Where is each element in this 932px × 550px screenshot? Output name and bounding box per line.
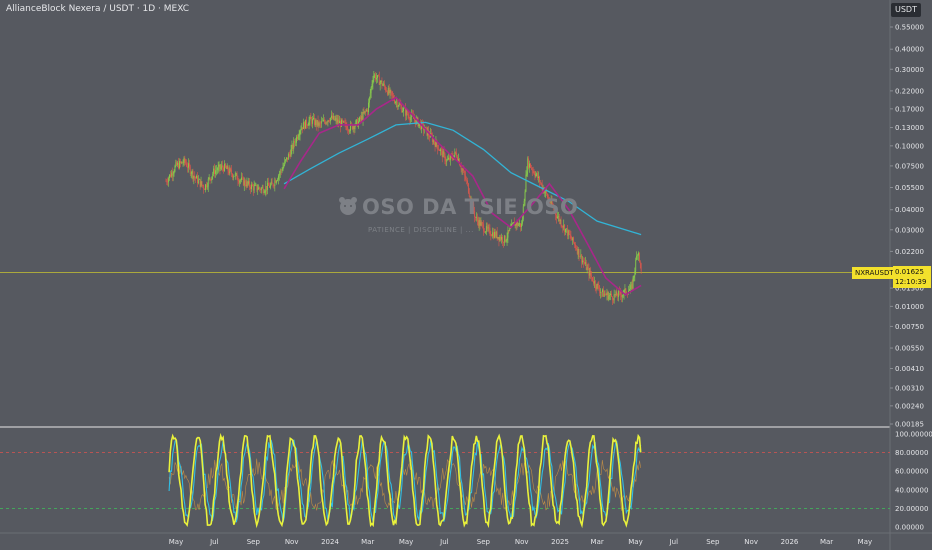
time-tick-label: 2024 <box>321 538 339 546</box>
symbol-badge: NXRAUSDT <box>852 267 897 279</box>
oscillator-k-line <box>168 432 642 529</box>
price-tick-label: 0.04000 <box>895 206 924 214</box>
oscillator-axis: 100.00000 80.00000 60.00000 40.00000 20.0000… <box>895 431 932 532</box>
time-tick-label: May <box>858 538 872 546</box>
last-price: 0.01625 <box>895 268 924 276</box>
watermark-text: OSO DA TSIE OSO <box>362 195 579 219</box>
time-tick-label: Nov <box>515 538 529 546</box>
time-tick-label: 2026 <box>781 538 799 546</box>
price-tick-label: 0.07500 <box>895 162 924 170</box>
unit-badge[interactable]: USDT <box>891 3 921 17</box>
time-tick-label: Jul <box>439 538 449 546</box>
time-tick-label: Sep <box>477 538 491 546</box>
time-tick-label: Mar <box>591 538 604 546</box>
price-tick-label: 0.02200 <box>895 248 924 256</box>
time-tick-label: Mar <box>361 538 374 546</box>
price-tick-label: 0.05500 <box>895 184 924 192</box>
price-tick-label: 0.00750 <box>895 323 924 331</box>
time-tick-label: May <box>169 538 183 546</box>
time-tick-label: Mar <box>820 538 833 546</box>
ma-slow-line <box>283 121 642 236</box>
price-tick-label: 0.00410 <box>895 365 924 373</box>
price-tick-label: 0.17000 <box>895 105 924 113</box>
time-tick-label: Jul <box>209 538 219 546</box>
time-tick-label: Sep <box>706 538 720 546</box>
last-price-badge: 0.01625 12:10:39 <box>893 266 931 288</box>
oscillator-tick-label: 80.00000 <box>895 449 928 457</box>
oscillator-tick-label: 0.00000 <box>895 524 924 532</box>
watermark-subtext: PATIENCE | DISCIPLINE | ... <box>368 226 474 234</box>
time-tick-label: Nov <box>285 538 299 546</box>
time-tick-label: Jul <box>669 538 679 546</box>
time-tick-label: May <box>628 538 642 546</box>
price-tick-label: 0.01300 <box>895 285 924 293</box>
price-axis[interactable]: 0.55000 0.40000 0.30000 0.22000 0.17000 0.130… <box>890 24 924 429</box>
bar-countdown: 12:10:39 <box>895 278 927 286</box>
time-tick-label: 2025 <box>551 538 569 546</box>
oscillator-tick-label: 40.00000 <box>895 486 928 494</box>
price-tick-label: 0.00310 <box>895 385 924 393</box>
price-tick-label: 0.30000 <box>895 66 924 74</box>
price-plot <box>0 70 890 305</box>
price-tick-label: 0.10000 <box>895 142 924 150</box>
price-tick-label: 0.03000 <box>895 226 924 234</box>
bear-logo-icon <box>339 197 357 215</box>
price-tick-label: 0.40000 <box>895 46 924 54</box>
chart-title: AllianceBlock Nexera / USDT · 1D · MEXC <box>6 4 190 14</box>
oscillator-tick-label: 20.00000 <box>895 505 928 513</box>
price-tick-label: 0.00550 <box>895 345 924 353</box>
oscillator-plot <box>0 432 890 529</box>
price-tick-label: 0.13000 <box>895 124 924 132</box>
oscillator-tick-label: 100.00000 <box>895 431 932 439</box>
time-axis[interactable]: May Jul Sep Nov 2024 Mar May Jul Sep Nov 2025 Mar Ma… <box>169 538 872 546</box>
time-tick-label: May <box>399 538 413 546</box>
price-tick-label: 0.00185 <box>895 421 924 429</box>
price-tick-label: 0.22000 <box>895 87 924 95</box>
price-tick-label: 0.55000 <box>895 24 924 32</box>
ma-fast-line <box>283 96 642 296</box>
oscillator-tick-label: 60.00000 <box>895 468 928 476</box>
time-tick-label: Sep <box>247 538 261 546</box>
time-tick-label: Nov <box>744 538 758 546</box>
price-tick-label: 0.00240 <box>895 402 924 410</box>
oscillator-signal-line <box>168 458 641 512</box>
price-tick-label: 0.01000 <box>895 303 924 311</box>
